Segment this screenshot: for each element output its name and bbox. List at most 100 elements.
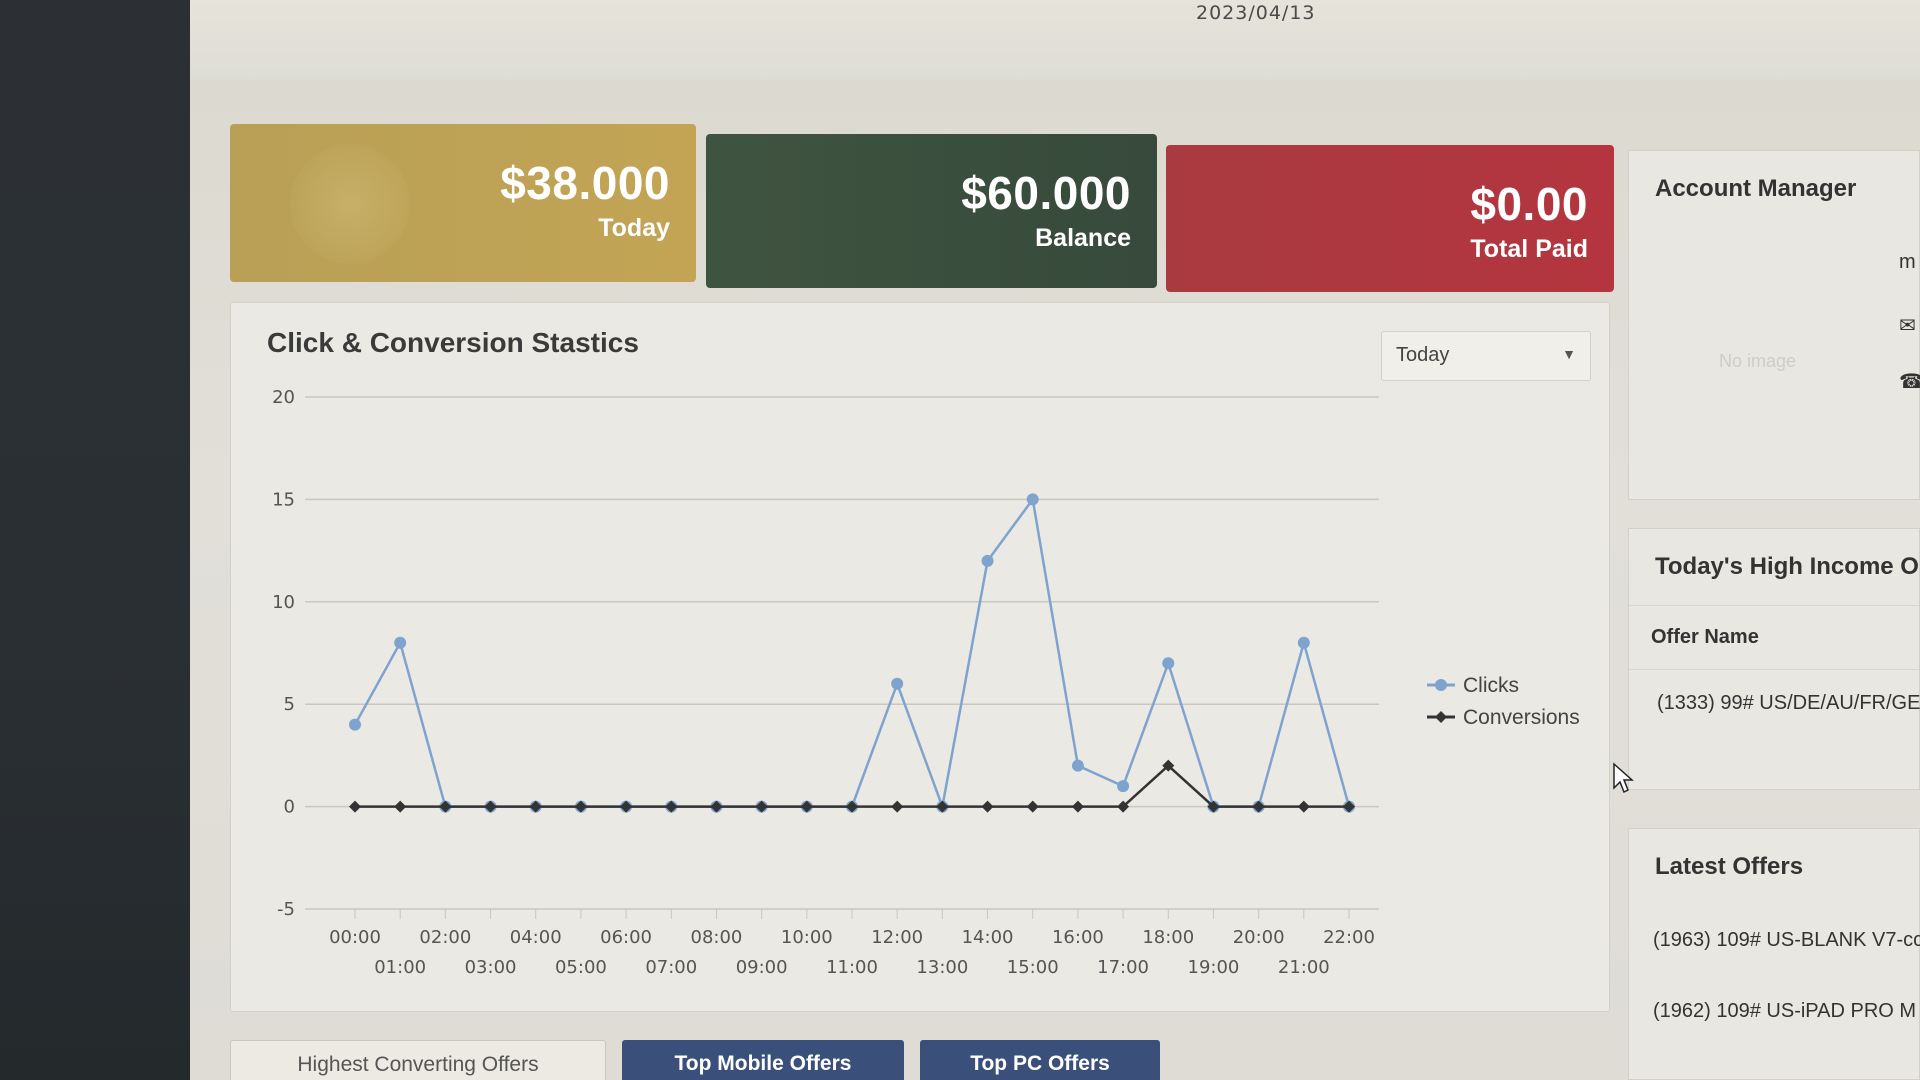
x-tick-label: 10:00 xyxy=(781,927,833,948)
y-tick-label: 0 xyxy=(284,797,295,818)
x-tick-label: 12:00 xyxy=(871,927,923,948)
data-point-conversions xyxy=(1026,800,1039,813)
latest-offers-title: Latest Offers xyxy=(1655,853,1804,880)
period-select[interactable]: Today ▼ xyxy=(1381,331,1591,381)
legend-marker xyxy=(1435,679,1447,691)
account-manager-card: Account Manager No image m ✉ ☎ xyxy=(1628,150,1920,500)
x-tick-label: 07:00 xyxy=(645,957,697,978)
x-tick-label: 09:00 xyxy=(736,957,788,978)
x-tick-label: 16:00 xyxy=(1052,927,1104,948)
data-point-conversions xyxy=(800,800,813,813)
chevron-down-icon: ▼ xyxy=(1562,346,1576,362)
y-tick-label: 10 xyxy=(272,592,295,613)
x-tick-label: 20:00 xyxy=(1233,927,1285,948)
mouse-cursor-icon xyxy=(1613,762,1634,794)
data-point-clicks xyxy=(349,718,361,731)
current-date: 2023/04/13 xyxy=(1196,2,1316,24)
data-point-conversions xyxy=(1343,800,1355,813)
data-point-clicks xyxy=(1026,493,1039,506)
data-point-conversions xyxy=(349,800,361,813)
stat-today-label: Today xyxy=(598,214,670,242)
x-tick-label: 03:00 xyxy=(465,957,517,978)
x-tick-label: 06:00 xyxy=(600,927,652,948)
stat-balance-amount: $60.000 xyxy=(961,167,1131,219)
x-tick-label: 08:00 xyxy=(691,927,743,948)
data-point-conversions xyxy=(1162,759,1175,772)
data-point-conversions xyxy=(981,800,994,813)
data-point-clicks xyxy=(1162,657,1175,670)
y-tick-label: 15 xyxy=(272,489,295,510)
coin-icon xyxy=(290,144,410,264)
stat-today-amount: $38.000 xyxy=(500,157,670,209)
stat-card-balance: $60.000 Balance xyxy=(706,134,1157,288)
x-tick-label: 18:00 xyxy=(1142,927,1194,948)
x-tick-label: 11:00 xyxy=(826,957,878,978)
offer-name-header: Offer Name xyxy=(1629,605,1919,669)
top-bar xyxy=(190,0,1920,80)
stat-card-total-paid: $0.00 Total Paid xyxy=(1166,145,1614,292)
latest-offers-card: Latest Offers (1963) 109# US-BLANK V7-cc… xyxy=(1628,828,1920,1080)
data-point-conversions xyxy=(846,800,858,813)
high-income-offers-card: Today's High Income O Offer Name (1333) … xyxy=(1628,528,1920,790)
data-point-clicks xyxy=(1297,636,1310,649)
x-tick-label: 04:00 xyxy=(510,927,562,948)
data-point-clicks xyxy=(891,677,904,690)
data-point-conversions xyxy=(1207,800,1220,813)
manager-name-initial: m xyxy=(1899,251,1916,273)
data-point-conversions xyxy=(620,800,633,813)
stat-paid-label: Total Paid xyxy=(1470,235,1588,263)
series-line-conversions xyxy=(355,763,1349,808)
data-point-conversions xyxy=(394,800,407,813)
manager-photo-placeholder: No image xyxy=(1719,351,1797,371)
data-point-conversions xyxy=(1297,800,1310,813)
x-tick-label: 22:00 xyxy=(1323,927,1375,948)
stat-balance-label: Balance xyxy=(1035,224,1131,252)
legend-marker xyxy=(1435,711,1447,723)
email-icon[interactable]: ✉ xyxy=(1899,315,1916,337)
latest-offer-row[interactable]: (1963) 109# US-BLANK V7-cc xyxy=(1653,929,1920,951)
data-point-conversions xyxy=(439,800,452,813)
tab-top-mobile-offers[interactable]: Top Mobile Offers xyxy=(622,1040,904,1080)
data-point-conversions xyxy=(1252,800,1265,813)
data-point-clicks xyxy=(981,554,994,567)
series-line-clicks xyxy=(353,496,1351,812)
data-point-conversions xyxy=(1071,800,1084,813)
y-tick-label: -5 xyxy=(277,899,295,920)
x-tick-label: 17:00 xyxy=(1097,957,1149,978)
stat-paid-amount: $0.00 xyxy=(1470,178,1588,230)
x-tick-label: 15:00 xyxy=(1007,957,1059,978)
x-tick-label: 05:00 xyxy=(555,957,607,978)
tab-highest-converting-offers[interactable]: Highest Converting Offers xyxy=(230,1040,606,1080)
x-tick-label: 13:00 xyxy=(916,957,968,978)
chart-title: Click & Conversion Stastics xyxy=(267,327,639,358)
x-tick-label: 21:00 xyxy=(1278,957,1330,978)
high-income-offer-row[interactable]: (1333) 99# US/DE/AU/FR/GE xyxy=(1629,669,1920,737)
data-point-conversions xyxy=(529,800,542,813)
x-tick-label: 19:00 xyxy=(1188,957,1240,978)
legend-label: Conversions xyxy=(1463,706,1580,729)
click-conversion-chart: 20 15 10 5 0 -5 00:00 01:00 02:00 03:00 04:00 05:00… xyxy=(272,387,1580,978)
data-point-conversions xyxy=(755,800,768,813)
stat-card-today: $38.000 Today xyxy=(230,124,696,282)
data-point-conversions xyxy=(574,800,587,813)
x-tick-label: 02:00 xyxy=(419,927,471,948)
y-tick-label: 20 xyxy=(272,387,295,408)
y-tick-label: 5 xyxy=(284,694,295,715)
legend-label: Clicks xyxy=(1463,674,1519,697)
x-tick-label: 14:00 xyxy=(962,927,1014,948)
data-point-clicks xyxy=(1117,780,1130,793)
tab-top-pc-offers[interactable]: Top PC Offers xyxy=(920,1040,1160,1080)
data-point-clicks xyxy=(394,636,407,649)
data-point-clicks xyxy=(1071,759,1084,772)
data-point-conversions xyxy=(891,800,904,813)
data-point-conversions xyxy=(1117,800,1130,813)
phone-icon[interactable]: ☎ xyxy=(1899,371,1920,393)
data-point-conversions xyxy=(484,800,497,813)
high-income-title: Today's High Income O xyxy=(1655,553,1919,580)
x-tick-label: 01:00 xyxy=(374,957,426,978)
period-select-value: Today xyxy=(1396,344,1450,366)
account-manager-title: Account Manager xyxy=(1655,175,1857,202)
data-point-conversions xyxy=(665,800,678,813)
x-tick-label: 00:00 xyxy=(329,927,381,948)
latest-offer-row[interactable]: (1962) 109# US-iPAD PRO M xyxy=(1653,1000,1917,1022)
